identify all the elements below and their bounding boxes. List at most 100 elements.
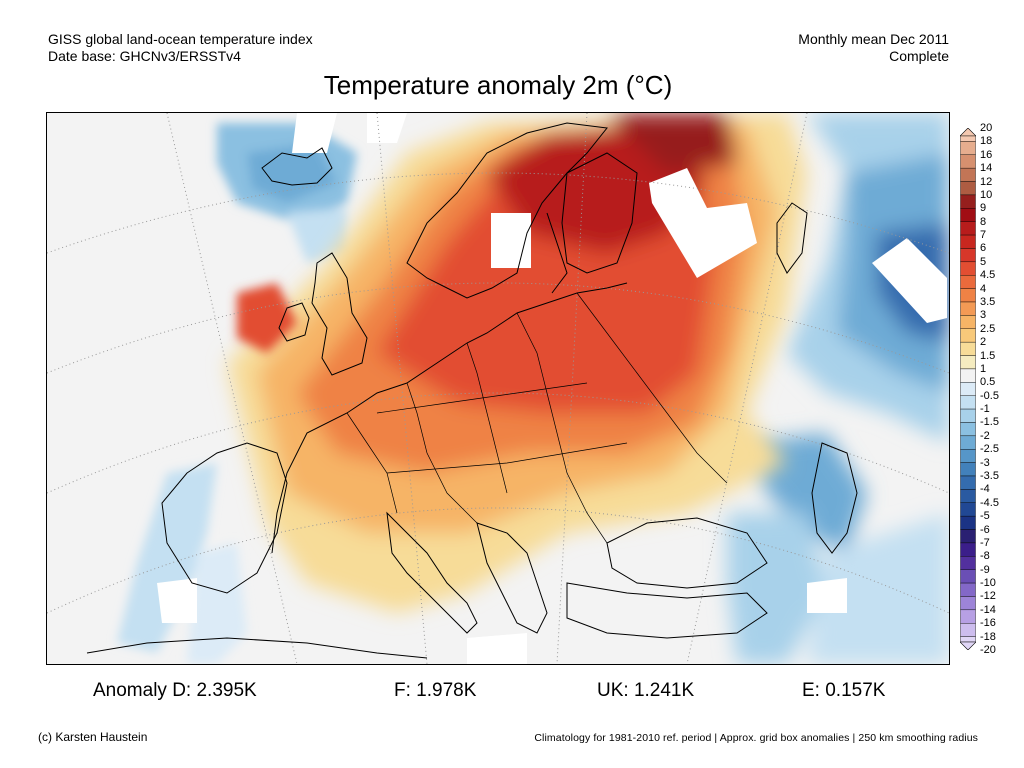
colorbar-swatch <box>960 154 976 169</box>
colorbar-tick-label: -3 <box>980 456 990 469</box>
anomaly-map-graphic <box>47 113 949 664</box>
header-right: Monthly mean Dec 2011 Complete <box>798 31 949 65</box>
stat-uk: UK: 1.241K <box>597 680 695 701</box>
colorbar-tick-label: 14 <box>980 162 993 175</box>
colorbar-bottom-tip <box>960 641 976 650</box>
colorbar-tick-label: -14 <box>980 603 996 616</box>
colorbar-tick-label: -2 <box>980 429 990 442</box>
colorbar-top-tip <box>960 128 976 137</box>
colorbar-swatch <box>960 449 976 463</box>
coastlines <box>86 122 858 659</box>
copyright: (c) Karsten Haustein <box>38 730 148 744</box>
climatology-note: Climatology for 1981-2010 ref. period | … <box>534 732 978 744</box>
colorbar-swatch <box>960 596 976 611</box>
colorbar-tick-label: 0.5 <box>980 376 996 389</box>
colorbar <box>960 128 976 650</box>
colorbar-tick-label: -7 <box>980 536 990 549</box>
colorbar-tick-label: -8 <box>980 550 990 563</box>
colorbar-tick-label: -20 <box>980 644 996 656</box>
colorbar-swatch <box>960 435 976 450</box>
colorbar-tick-label: 7 <box>980 229 987 242</box>
completeness-label: Complete <box>889 48 949 64</box>
colorbar-swatch <box>960 623 976 637</box>
missing-data-box <box>292 113 337 153</box>
colorbar-swatch <box>960 489 976 503</box>
colorbar-swatch <box>960 301 976 316</box>
colorbar-swatch <box>960 636 976 643</box>
cool-anomaly-iberia <box>117 463 247 664</box>
colorbar-tick-label: 3.5 <box>980 296 996 308</box>
colorbar-swatch <box>960 542 976 557</box>
colorbar-tick-label: -12 <box>980 590 996 603</box>
colorbar-tick-label: 20 <box>980 122 993 134</box>
header-left: GISS global land-ocean temperature index… <box>48 31 313 65</box>
colorbar-tick-label: -1 <box>980 403 990 416</box>
missing-data-box <box>649 168 757 278</box>
country-borders <box>346 292 728 544</box>
colorbar-swatch <box>960 355 976 370</box>
colorbar-swatch <box>960 609 976 624</box>
colorbar-tick-label: -10 <box>980 577 996 590</box>
colorbar-tick-label: -0.5 <box>980 389 999 402</box>
stat-f: F: 1.978K <box>394 680 477 701</box>
missing-data-box <box>157 578 197 623</box>
colorbar-tick-label: -2.5 <box>980 443 999 456</box>
database-label: Date base: GHCNv3/ERSSTv4 <box>48 48 241 64</box>
stat-anomaly-d: Anomaly D: 2.395K <box>93 680 257 701</box>
colorbar-swatch <box>960 167 976 182</box>
warm-anomaly-ireland <box>237 283 297 353</box>
colorbar-swatch <box>960 569 976 584</box>
colorbar-tick-label: 12 <box>980 175 993 188</box>
colorbar-swatch <box>960 181 976 196</box>
anomaly-stats: Anomaly D: 2.395K F: 1.978K UK: 1.241K E… <box>0 680 1024 706</box>
colorbar-swatch <box>960 261 976 276</box>
missing-data-box <box>467 633 527 664</box>
missing-data-box <box>491 213 531 268</box>
colorbar-swatch <box>960 502 976 517</box>
colorbar-tick-label: -4 <box>980 483 990 496</box>
missing-data-box <box>807 578 847 613</box>
colorbar-tick-label: -6 <box>980 523 990 536</box>
colorbar-swatch <box>960 422 976 437</box>
colorbar-swatch <box>960 135 976 142</box>
colorbar-swatch <box>960 395 976 410</box>
colorbar-tick-label: 2 <box>980 336 987 349</box>
colorbar-tick-label: -16 <box>980 617 996 630</box>
colorbar-swatch <box>960 462 976 477</box>
colorbar-swatch <box>960 234 976 249</box>
colorbar-swatch <box>960 408 976 423</box>
missing-data-box <box>872 238 947 323</box>
colorbar-tick-label: 2.5 <box>980 322 996 335</box>
colorbar-swatch <box>960 275 976 289</box>
colorbar-swatch <box>960 382 976 396</box>
stat-e: E: 0.157K <box>802 680 886 701</box>
colorbar-swatch <box>960 208 976 222</box>
colorbar-tick-label: 6 <box>980 242 987 255</box>
colorbar-tick-label: -1.5 <box>980 416 999 429</box>
colorbar-swatch <box>960 194 976 209</box>
graticule <box>47 113 949 664</box>
colorbar-tick-label: 4.5 <box>980 269 996 282</box>
colorbar-swatch <box>960 248 976 263</box>
colorbar-swatch <box>960 288 976 303</box>
missing-data-box <box>367 113 407 143</box>
colorbar-swatch <box>960 475 976 490</box>
colorbar-tick-label: 1 <box>980 362 987 375</box>
dataset-title: GISS global land-ocean temperature index <box>48 31 313 47</box>
period-label: Monthly mean Dec 2011 <box>798 31 949 47</box>
colorbar-tick-label: 4 <box>980 282 987 295</box>
colorbar-swatch <box>960 315 976 329</box>
anomaly-map <box>46 112 950 665</box>
colorbar-tick-label: 5 <box>980 255 987 268</box>
near-zero-region <box>47 413 949 664</box>
colorbar-swatch <box>960 515 976 530</box>
colorbar-swatch <box>960 328 976 343</box>
colorbar-swatch <box>960 529 976 544</box>
colorbar-tick-label: -18 <box>980 630 996 643</box>
colorbar-tick-label: 9 <box>980 202 987 215</box>
colorbar-tick-label: 18 <box>980 135 993 148</box>
colorbar-tick-label: 10 <box>980 188 993 201</box>
map-title: Temperature anomaly 2m (°C) <box>323 70 673 100</box>
colorbar-labels: 20 18 16 14 12 10 9 8 7 6 5 4.5 4 3.5 3 2.5 2 1.5 1 0.5 -0.5… <box>980 122 1024 656</box>
colorbar-swatch <box>960 221 976 236</box>
